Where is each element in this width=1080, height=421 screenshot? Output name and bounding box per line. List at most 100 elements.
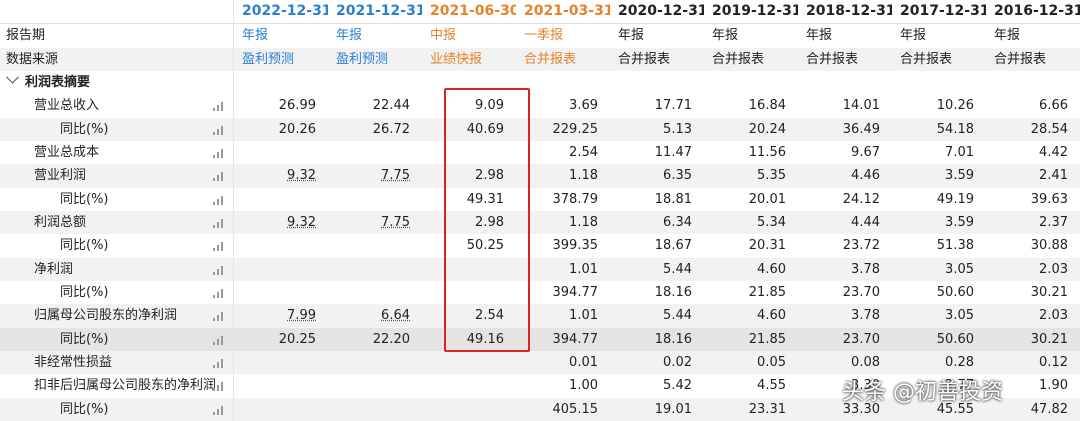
value-cell: 36.49 — [842, 121, 880, 137]
value-cell: 51.38 — [936, 238, 974, 254]
value-cell — [328, 374, 422, 397]
value-cell: 3.59 — [945, 168, 974, 184]
value-cell: 7.75 — [381, 214, 410, 230]
row-label: 非经常性损益 — [0, 350, 234, 375]
period: 一季报 — [524, 28, 564, 44]
chart-icon[interactable] — [213, 218, 225, 228]
value-cell: 1.18 — [569, 168, 598, 184]
value-cell — [328, 258, 422, 281]
row-label: 同比(%) — [0, 397, 234, 421]
column-date: 2020-12-31 — [618, 3, 704, 19]
data-row: 非经常性损益 0.01 0.02 0.05 0.08 0.28 0.12 — [0, 350, 1080, 375]
row-label: 报告期 — [0, 24, 234, 48]
value-cell: 1.01 — [569, 308, 598, 324]
value-cell: 18.16 — [654, 284, 692, 300]
value-cell: 50.60 — [936, 331, 974, 347]
value-cell: 4.55 — [757, 378, 786, 394]
value-cell: 3.59 — [945, 214, 974, 230]
value-cell — [234, 188, 328, 211]
value-cell — [422, 351, 516, 374]
watermark: 头条 @初善投资 — [842, 380, 1003, 405]
value-cell: 20.25 — [278, 331, 316, 347]
value-cell: 3.05 — [945, 308, 974, 324]
value-cell: 49.31 — [466, 191, 504, 207]
column-date: 2021-12-31 — [336, 3, 422, 19]
value-cell: 4.60 — [757, 261, 786, 277]
value-cell: 9.67 — [851, 144, 880, 160]
data-row: 扣非后归属母公司股东的净利润 1.00 5.42 4.55 3.30 2.77 1.90 — [0, 374, 1080, 398]
value-cell: 11.56 — [748, 144, 786, 160]
value-cell: 5.34 — [757, 214, 786, 230]
value-cell: 30.88 — [1030, 238, 1068, 254]
value-cell: 20.24 — [748, 121, 786, 137]
chart-icon[interactable] — [213, 172, 225, 182]
value-cell: 394.77 — [552, 331, 599, 347]
value-cell: 0.02 — [663, 354, 692, 370]
chart-icon[interactable] — [213, 102, 225, 112]
data-row: 利润总额 9.32 7.75 2.98 1.18 6.34 5.34 4.44 3.59 2.37 — [0, 210, 1080, 235]
value-cell: 0.12 — [1039, 354, 1068, 370]
value-cell — [234, 374, 328, 397]
value-cell: 378.79 — [552, 191, 599, 207]
period: 年报 — [806, 28, 833, 44]
chart-icon[interactable] — [213, 405, 225, 415]
value-cell: 39.63 — [1030, 191, 1068, 207]
column-date: 2022-12-31 — [242, 3, 328, 19]
source: 业绩快报 — [430, 51, 483, 67]
value-cell: 2.98 — [475, 214, 504, 230]
value-cell: 50.60 — [936, 284, 974, 300]
column-date: 2019-12-31 — [712, 3, 798, 19]
column-date: 2016-12-31 — [994, 3, 1080, 19]
value-cell: 4.42 — [1039, 144, 1068, 160]
chart-icon[interactable] — [213, 312, 225, 322]
value-cell: 5.35 — [757, 168, 786, 184]
column-date: 2018-12-31 — [806, 3, 892, 19]
row-label: 同比(%) — [0, 117, 234, 141]
row-label: 扣非后归属母公司股东的净利润 — [0, 374, 234, 398]
chart-icon[interactable] — [213, 288, 225, 298]
chart-icon[interactable] — [213, 195, 225, 205]
data-row: 营业总收入 26.99 22.44 9.09 3.69 17.71 16.84 14.01 10… — [0, 94, 1080, 118]
chart-icon[interactable] — [213, 382, 225, 392]
value-cell: 30.21 — [1030, 284, 1068, 300]
value-cell: 21.85 — [748, 284, 786, 300]
period: 年报 — [242, 28, 269, 44]
value-cell: 23.31 — [748, 401, 786, 417]
value-cell: 23.70 — [842, 331, 880, 347]
value-cell — [328, 281, 422, 304]
chart-icon[interactable] — [213, 148, 225, 158]
row-label: 同比(%) — [0, 327, 234, 351]
chart-icon[interactable] — [213, 358, 225, 368]
column-date: 2017-12-31 — [900, 3, 986, 19]
data-row: 同比(%) 405.15 19.01 23.31 33.30 45.55 47.82 — [0, 397, 1080, 421]
chart-icon[interactable] — [213, 335, 225, 345]
value-cell: 18.67 — [654, 238, 692, 254]
value-cell: 1.01 — [569, 261, 598, 277]
value-cell: 19.01 — [654, 401, 692, 417]
value-cell: 229.25 — [552, 121, 599, 137]
period: 年报 — [336, 28, 363, 44]
chart-icon[interactable] — [213, 242, 225, 252]
value-cell: 3.78 — [851, 261, 880, 277]
data-row: 营业总成本 2.54 11.47 11.56 9.67 7.01 4.42 — [0, 140, 1080, 165]
row-label: 营业利润 — [0, 164, 234, 188]
value-cell: 2.98 — [475, 168, 504, 184]
source: 合并报表 — [994, 51, 1047, 67]
value-cell: 17.71 — [654, 98, 692, 114]
column-date: 2021-06-30 — [430, 3, 516, 19]
value-cell: 3.30 — [851, 378, 880, 394]
value-cell: 394.77 — [552, 284, 599, 300]
chart-icon[interactable] — [213, 125, 225, 135]
source: 合并报表 — [900, 51, 953, 67]
value-cell: 9.32 — [287, 168, 316, 184]
value-cell: 18.81 — [654, 191, 692, 207]
value-cell: 2.54 — [475, 308, 504, 324]
value-cell — [234, 398, 328, 421]
value-cell: 2.03 — [1039, 308, 1068, 324]
chart-icon[interactable] — [213, 265, 225, 275]
value-cell: 0.28 — [945, 354, 974, 370]
value-cell: 11.47 — [654, 144, 692, 160]
value-cell: 18.16 — [654, 331, 692, 347]
